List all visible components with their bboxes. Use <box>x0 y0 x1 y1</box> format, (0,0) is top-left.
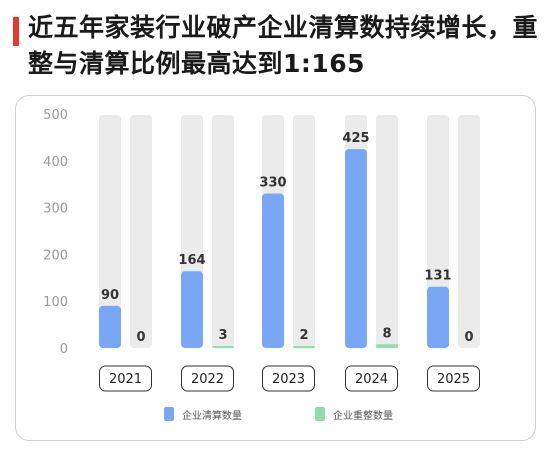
category-box <box>262 365 315 392</box>
bar <box>293 346 315 348</box>
bar <box>212 346 234 348</box>
data-label: 425 <box>342 131 369 146</box>
data-label: 3 <box>218 328 227 343</box>
bar-track <box>130 115 152 348</box>
bar-track <box>458 115 480 348</box>
title-accent-bar <box>13 17 19 46</box>
category-box <box>345 365 398 392</box>
y-tick-label: 0 <box>60 342 68 357</box>
data-label: 330 <box>259 176 286 191</box>
bar <box>345 149 367 348</box>
category-box <box>427 365 480 392</box>
y-tick-label: 400 <box>43 155 68 170</box>
category-label: 2024 <box>355 372 388 387</box>
bar <box>99 305 121 348</box>
data-label: 164 <box>178 253 205 268</box>
bar <box>181 271 203 348</box>
y-tick-label: 200 <box>43 248 68 263</box>
bar-track <box>99 115 121 348</box>
data-label: 131 <box>424 269 451 284</box>
legend-label: 企业清算数量 <box>182 409 242 422</box>
data-label: 0 <box>136 330 145 345</box>
category-label: 2022 <box>191 372 224 387</box>
category-label: 2023 <box>272 372 305 387</box>
bar-track <box>212 115 234 348</box>
data-label: 90 <box>101 288 119 303</box>
legend-label: 企业重整数量 <box>333 409 393 422</box>
category-label: 2021 <box>109 372 142 387</box>
y-tick-label: 300 <box>43 202 68 217</box>
bar-track <box>376 115 398 348</box>
legend-swatch <box>315 407 325 421</box>
category-box <box>99 365 152 392</box>
data-label: 8 <box>382 326 391 341</box>
bar <box>427 286 449 348</box>
y-tick-label: 100 <box>43 295 68 310</box>
bar <box>376 344 398 348</box>
legend-swatch <box>164 407 174 421</box>
data-label: 0 <box>464 330 473 345</box>
bar <box>262 193 284 348</box>
category-box <box>181 365 234 392</box>
category-label: 2025 <box>437 372 470 387</box>
y-tick-label: 500 <box>43 108 68 123</box>
chart-title: 近五年家装行业破产企业清算数持续增长，重整与清算比例最高达到1:165 <box>28 13 539 78</box>
data-label: 2 <box>299 328 308 343</box>
bar-track <box>293 115 315 348</box>
